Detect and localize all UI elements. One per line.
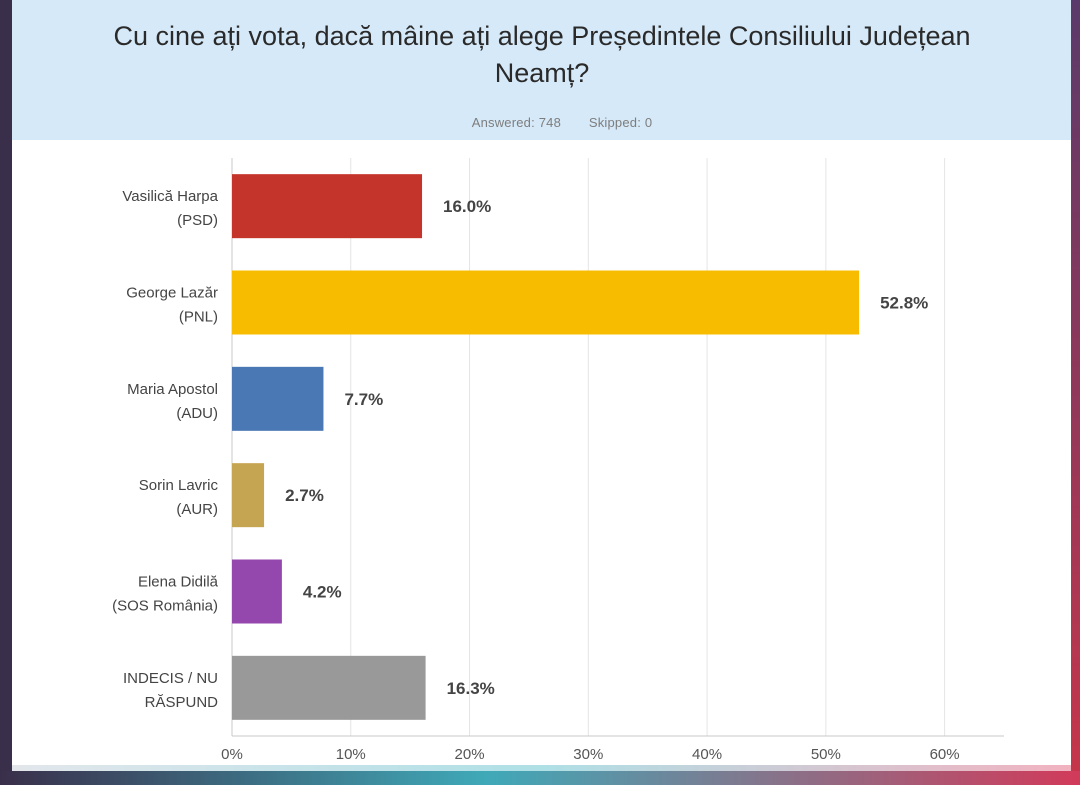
category-label: Elena Didilă [138,574,219,591]
x-tick-label: 20% [455,746,485,763]
bar-value-label: 7.7% [344,390,383,409]
category-label: (PSD) [177,212,218,229]
bar [232,655,426,720]
x-tick-label: 10% [336,746,366,763]
chart-title: Cu cine ați vota, dacă mâine ați alege P… [113,21,971,88]
frame-bottom-highlight [12,765,1071,771]
category-label: INDECIS / NU [123,670,218,687]
category-label: Vasilică Harpa [122,188,218,205]
bar [232,366,324,431]
bar-value-label: 16.3% [447,679,495,698]
category-label: (PNL) [179,309,218,326]
frame-bottom-border [0,771,1080,785]
answered-count: Answered: 748 [471,115,562,130]
bar-value-label: 16.0% [443,197,491,216]
chart-header: Cu cine ați vota, dacă mâine ați alege P… [12,0,1071,140]
bar [232,174,423,239]
x-tick-label: 60% [930,746,960,763]
category-label: Sorin Lavric [139,477,219,494]
bar-value-label: 52.8% [880,294,928,313]
category-label: RĂSPUND [145,694,219,711]
bar-value-label: 2.7% [285,486,324,505]
category-label: (ADU) [176,405,218,422]
bar-value-label: 4.2% [303,583,342,602]
skipped-count: Skipped: 0 [588,115,653,130]
response-summary: Answered: 748 Skipped: 0 [12,115,1080,130]
x-tick-label: 40% [692,746,722,763]
category-label: (SOS România) [112,598,218,615]
frame-right-border [1071,0,1080,785]
category-label: Maria Apostol [127,381,218,398]
frame-left-border [0,0,12,785]
x-tick-label: 0% [221,746,243,763]
bar [232,559,282,624]
category-label: (AUR) [176,501,218,518]
bar [232,270,860,335]
x-tick-label: 30% [573,746,603,763]
bar [232,463,265,528]
x-tick-label: 50% [811,746,841,763]
category-label: George Lazăr [126,285,218,302]
